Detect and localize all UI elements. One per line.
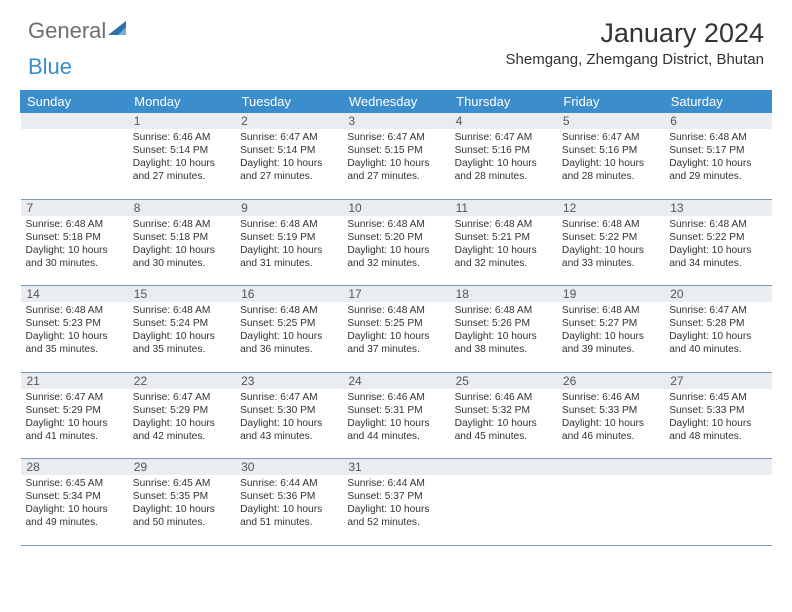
day-number-row: 21222324252627 bbox=[21, 372, 772, 389]
day-number-cell: 20 bbox=[664, 286, 771, 303]
day-detail-cell: Sunrise: 6:45 AMSunset: 5:34 PMDaylight:… bbox=[21, 475, 128, 545]
day-detail-cell: Sunrise: 6:47 AMSunset: 5:30 PMDaylight:… bbox=[235, 389, 342, 459]
day-detail-cell: Sunrise: 6:47 AMSunset: 5:16 PMDaylight:… bbox=[557, 129, 664, 199]
weekday-header: Monday bbox=[128, 91, 235, 113]
day-number-cell: 21 bbox=[21, 372, 128, 389]
day-number-cell: 8 bbox=[128, 199, 235, 216]
day-number-cell: 26 bbox=[557, 372, 664, 389]
day-number-cell bbox=[450, 459, 557, 476]
weekday-header: Thursday bbox=[450, 91, 557, 113]
day-detail-cell: Sunrise: 6:48 AMSunset: 5:24 PMDaylight:… bbox=[128, 302, 235, 372]
day-detail-cell: Sunrise: 6:48 AMSunset: 5:25 PMDaylight:… bbox=[342, 302, 449, 372]
day-detail-cell: Sunrise: 6:48 AMSunset: 5:17 PMDaylight:… bbox=[664, 129, 771, 199]
day-detail-cell: Sunrise: 6:48 AMSunset: 5:22 PMDaylight:… bbox=[664, 216, 771, 286]
day-detail-cell: Sunrise: 6:47 AMSunset: 5:29 PMDaylight:… bbox=[21, 389, 128, 459]
day-number-cell: 29 bbox=[128, 459, 235, 476]
day-detail-cell: Sunrise: 6:46 AMSunset: 5:32 PMDaylight:… bbox=[450, 389, 557, 459]
day-number-cell: 12 bbox=[557, 199, 664, 216]
month-title: January 2024 bbox=[506, 18, 764, 49]
location-subtitle: Shemgang, Zhemgang District, Bhutan bbox=[506, 51, 764, 68]
day-number-cell: 13 bbox=[664, 199, 771, 216]
day-number-cell: 28 bbox=[21, 459, 128, 476]
day-detail-row: Sunrise: 6:46 AMSunset: 5:14 PMDaylight:… bbox=[21, 129, 772, 199]
day-number-cell: 27 bbox=[664, 372, 771, 389]
day-number-cell: 18 bbox=[450, 286, 557, 303]
day-number-row: 28293031 bbox=[21, 459, 772, 476]
day-number-row: 14151617181920 bbox=[21, 286, 772, 303]
day-detail-cell bbox=[664, 475, 771, 545]
day-detail-cell: Sunrise: 6:47 AMSunset: 5:15 PMDaylight:… bbox=[342, 129, 449, 199]
weekday-header-row: Sunday Monday Tuesday Wednesday Thursday… bbox=[21, 91, 772, 113]
day-detail-cell: Sunrise: 6:48 AMSunset: 5:23 PMDaylight:… bbox=[21, 302, 128, 372]
day-detail-row: Sunrise: 6:47 AMSunset: 5:29 PMDaylight:… bbox=[21, 389, 772, 459]
brand-logo: General bbox=[28, 18, 128, 44]
day-detail-cell: Sunrise: 6:48 AMSunset: 5:27 PMDaylight:… bbox=[557, 302, 664, 372]
day-number-cell: 16 bbox=[235, 286, 342, 303]
day-detail-cell: Sunrise: 6:48 AMSunset: 5:18 PMDaylight:… bbox=[21, 216, 128, 286]
day-detail-cell: Sunrise: 6:48 AMSunset: 5:26 PMDaylight:… bbox=[450, 302, 557, 372]
day-number-cell: 4 bbox=[450, 113, 557, 130]
day-detail-cell: Sunrise: 6:44 AMSunset: 5:37 PMDaylight:… bbox=[342, 475, 449, 545]
day-number-cell bbox=[557, 459, 664, 476]
day-number-cell: 10 bbox=[342, 199, 449, 216]
day-number-cell: 9 bbox=[235, 199, 342, 216]
brand-text-1: General bbox=[28, 18, 106, 44]
day-number-cell: 31 bbox=[342, 459, 449, 476]
title-block: January 2024 Shemgang, Zhemgang District… bbox=[506, 18, 764, 68]
day-detail-cell: Sunrise: 6:48 AMSunset: 5:22 PMDaylight:… bbox=[557, 216, 664, 286]
day-number-cell: 15 bbox=[128, 286, 235, 303]
weekday-header: Sunday bbox=[21, 91, 128, 113]
day-detail-cell: Sunrise: 6:47 AMSunset: 5:28 PMDaylight:… bbox=[664, 302, 771, 372]
calendar-table: Sunday Monday Tuesday Wednesday Thursday… bbox=[20, 90, 772, 546]
day-number-cell: 19 bbox=[557, 286, 664, 303]
day-number-cell: 3 bbox=[342, 113, 449, 130]
day-detail-cell: Sunrise: 6:46 AMSunset: 5:14 PMDaylight:… bbox=[128, 129, 235, 199]
day-number-cell: 22 bbox=[128, 372, 235, 389]
day-detail-cell: Sunrise: 6:48 AMSunset: 5:18 PMDaylight:… bbox=[128, 216, 235, 286]
day-detail-row: Sunrise: 6:45 AMSunset: 5:34 PMDaylight:… bbox=[21, 475, 772, 545]
brand-text-2: Blue bbox=[28, 54, 72, 79]
day-number-cell: 23 bbox=[235, 372, 342, 389]
day-detail-cell: Sunrise: 6:48 AMSunset: 5:21 PMDaylight:… bbox=[450, 216, 557, 286]
day-detail-cell bbox=[450, 475, 557, 545]
weekday-header: Friday bbox=[557, 91, 664, 113]
day-number-cell: 25 bbox=[450, 372, 557, 389]
day-detail-cell: Sunrise: 6:46 AMSunset: 5:31 PMDaylight:… bbox=[342, 389, 449, 459]
day-number-cell: 5 bbox=[557, 113, 664, 130]
day-number-cell: 24 bbox=[342, 372, 449, 389]
day-number-cell: 30 bbox=[235, 459, 342, 476]
day-number-cell: 17 bbox=[342, 286, 449, 303]
day-detail-cell: Sunrise: 6:47 AMSunset: 5:29 PMDaylight:… bbox=[128, 389, 235, 459]
day-number-row: 78910111213 bbox=[21, 199, 772, 216]
day-detail-cell: Sunrise: 6:45 AMSunset: 5:33 PMDaylight:… bbox=[664, 389, 771, 459]
day-detail-row: Sunrise: 6:48 AMSunset: 5:18 PMDaylight:… bbox=[21, 216, 772, 286]
day-number-cell bbox=[21, 113, 128, 130]
day-detail-cell: Sunrise: 6:44 AMSunset: 5:36 PMDaylight:… bbox=[235, 475, 342, 545]
day-detail-cell: Sunrise: 6:47 AMSunset: 5:14 PMDaylight:… bbox=[235, 129, 342, 199]
day-detail-cell bbox=[21, 129, 128, 199]
day-number-row: 123456 bbox=[21, 113, 772, 130]
day-number-cell bbox=[664, 459, 771, 476]
day-detail-cell: Sunrise: 6:48 AMSunset: 5:19 PMDaylight:… bbox=[235, 216, 342, 286]
day-number-cell: 1 bbox=[128, 113, 235, 130]
brand-triangle-icon bbox=[108, 19, 128, 42]
day-detail-cell: Sunrise: 6:48 AMSunset: 5:25 PMDaylight:… bbox=[235, 302, 342, 372]
day-number-cell: 11 bbox=[450, 199, 557, 216]
day-detail-cell: Sunrise: 6:47 AMSunset: 5:16 PMDaylight:… bbox=[450, 129, 557, 199]
weekday-header: Tuesday bbox=[235, 91, 342, 113]
day-detail-cell bbox=[557, 475, 664, 545]
day-number-cell: 6 bbox=[664, 113, 771, 130]
day-detail-cell: Sunrise: 6:45 AMSunset: 5:35 PMDaylight:… bbox=[128, 475, 235, 545]
day-detail-cell: Sunrise: 6:48 AMSunset: 5:20 PMDaylight:… bbox=[342, 216, 449, 286]
day-number-cell: 2 bbox=[235, 113, 342, 130]
day-detail-cell: Sunrise: 6:46 AMSunset: 5:33 PMDaylight:… bbox=[557, 389, 664, 459]
day-detail-row: Sunrise: 6:48 AMSunset: 5:23 PMDaylight:… bbox=[21, 302, 772, 372]
day-number-cell: 14 bbox=[21, 286, 128, 303]
day-number-cell: 7 bbox=[21, 199, 128, 216]
weekday-header: Wednesday bbox=[342, 91, 449, 113]
weekday-header: Saturday bbox=[664, 91, 771, 113]
